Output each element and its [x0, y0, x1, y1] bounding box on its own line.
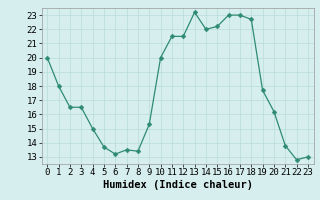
X-axis label: Humidex (Indice chaleur): Humidex (Indice chaleur): [103, 180, 252, 190]
